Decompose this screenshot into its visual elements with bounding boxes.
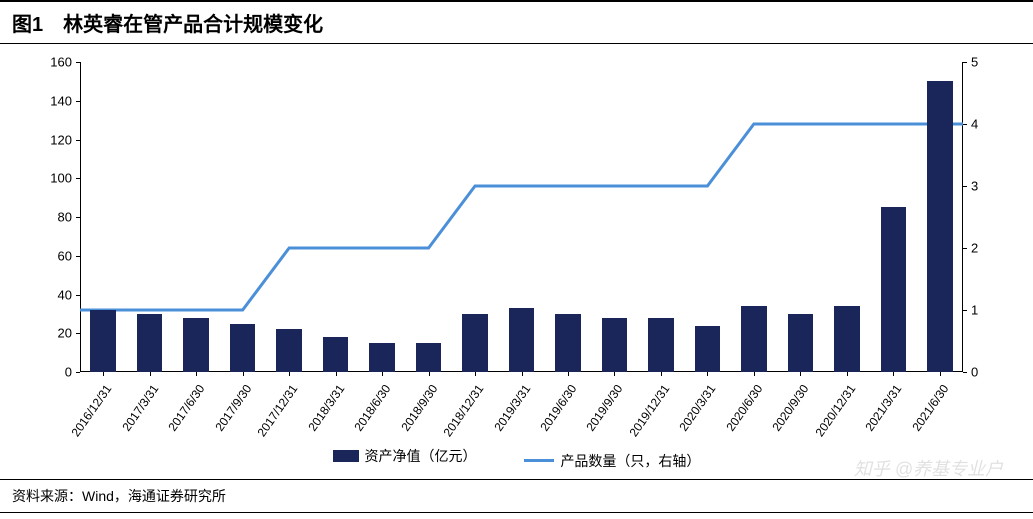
bar <box>788 314 814 372</box>
bar <box>555 314 581 372</box>
left-axis-line <box>80 62 81 372</box>
bar <box>183 318 209 372</box>
y-right-tick: 2 <box>971 241 978 256</box>
x-label: 2021/3/31 <box>863 382 905 434</box>
bar <box>137 314 163 372</box>
y-axis-right: 012345 <box>965 62 1003 372</box>
bar <box>648 318 674 372</box>
y-right-tick: 1 <box>971 303 978 318</box>
y-left-tick: 80 <box>58 210 72 225</box>
bar <box>462 314 488 372</box>
x-label: 2019/12/31 <box>626 382 672 439</box>
bar <box>881 207 907 372</box>
bar <box>602 318 628 372</box>
y-right-tick: 4 <box>971 117 978 132</box>
legend-item-bar: 资产净值（亿元） <box>333 446 477 466</box>
bar <box>90 310 116 372</box>
bar <box>695 326 721 373</box>
x-label: 2020/12/31 <box>812 382 858 439</box>
bar <box>509 308 535 372</box>
legend: 资产净值（亿元） 产品数量（只，右轴） <box>0 446 1033 471</box>
x-label: 2018/3/31 <box>305 382 347 434</box>
x-label: 2020/3/31 <box>677 382 719 434</box>
bar <box>276 329 302 372</box>
x-label: 2019/6/30 <box>537 382 579 434</box>
y-left-tick: 160 <box>50 55 72 70</box>
y-left-tick: 20 <box>58 326 72 341</box>
x-label: 2020/6/30 <box>723 382 765 434</box>
x-label: 2018/12/31 <box>441 382 487 439</box>
source-text: 资料来源：Wind，海通证券研究所 <box>0 479 1033 513</box>
legend-item-line: 产品数量（只，右轴） <box>524 451 700 471</box>
bar <box>416 343 442 372</box>
x-label: 2017/9/30 <box>212 382 254 434</box>
y-left-tick: 0 <box>65 365 72 380</box>
chart-title: 图1 林英睿在管产品合计规模变化 <box>0 0 1033 44</box>
bar <box>834 306 860 372</box>
x-label: 2017/12/31 <box>255 382 301 439</box>
x-label: 2017/6/30 <box>166 382 208 434</box>
y-right-tick: 0 <box>971 365 978 380</box>
chart-area: 020406080100120140160 012345 2016/12/312… <box>30 52 1003 442</box>
bar <box>230 324 256 372</box>
bar <box>741 306 767 372</box>
right-axis-line <box>962 62 963 372</box>
x-label: 2017/3/31 <box>119 382 161 434</box>
y-left-tick: 40 <box>58 287 72 302</box>
x-label: 2016/12/31 <box>69 382 115 439</box>
x-label: 2019/9/30 <box>584 382 626 434</box>
x-label: 2021/6/30 <box>909 382 951 434</box>
legend-label-line: 产品数量（只，右轴） <box>560 451 700 471</box>
bar <box>369 343 395 372</box>
legend-swatch-line <box>524 459 554 462</box>
legend-label-bar: 资产净值（亿元） <box>365 446 477 466</box>
y-left-tick: 100 <box>50 171 72 186</box>
bar <box>927 81 953 372</box>
y-right-tick: 3 <box>971 179 978 194</box>
plot-region <box>80 62 963 372</box>
legend-swatch-bar <box>333 450 359 462</box>
x-label: 2019/3/31 <box>491 382 533 434</box>
bar <box>323 337 349 372</box>
y-left-tick: 120 <box>50 132 72 147</box>
y-axis-left: 020406080100120140160 <box>30 62 78 372</box>
x-label: 2018/9/30 <box>398 382 440 434</box>
y-left-tick: 60 <box>58 248 72 263</box>
x-label: 2018/6/30 <box>351 382 393 434</box>
x-label: 2020/9/30 <box>770 382 812 434</box>
y-right-tick: 5 <box>971 55 978 70</box>
x-axis: 2016/12/312017/3/312017/6/302017/9/30201… <box>80 374 963 442</box>
y-left-tick: 140 <box>50 93 72 108</box>
